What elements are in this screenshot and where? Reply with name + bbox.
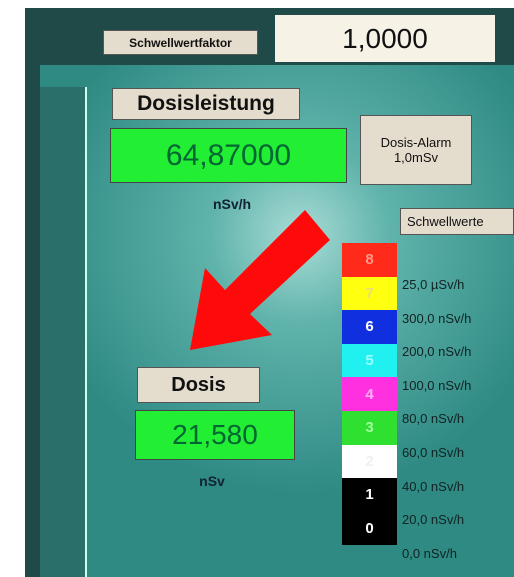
threshold-value: 0,0 nSv/h xyxy=(402,546,457,561)
level-cell: 0 xyxy=(342,512,397,546)
level-cell: 2 xyxy=(342,445,397,479)
dose-unit: nSv xyxy=(199,473,225,489)
red-arrow xyxy=(190,210,330,350)
level-cell: 7 xyxy=(342,277,397,311)
level-cell: 4 xyxy=(342,377,397,411)
level-cell: 8 xyxy=(342,243,397,277)
threshold-value: 100,0 nSv/h xyxy=(402,378,471,393)
threshold-value: 25,0 µSv/h xyxy=(402,277,464,292)
level-cell: 5 xyxy=(342,344,397,378)
threshold-value: 200,0 nSv/h xyxy=(402,344,471,359)
page: Schwellwertfaktor 1,0000 Dosisleistung 6… xyxy=(0,0,514,577)
threshold-value: 60,0 nSv/h xyxy=(402,445,464,460)
threshold-value: 80,0 nSv/h xyxy=(402,411,464,426)
dose-button[interactable]: Dosis xyxy=(137,367,260,403)
threshold-value: 300,0 nSv/h xyxy=(402,311,471,326)
level-cell: 3 xyxy=(342,411,397,445)
threshold-value: 20,0 nSv/h xyxy=(402,512,464,527)
level-cell: 1 xyxy=(342,478,397,512)
dose-value: 21,580 xyxy=(135,410,295,460)
threshold-value: 40,0 nSv/h xyxy=(402,479,464,494)
level-cell: 6 xyxy=(342,310,397,344)
